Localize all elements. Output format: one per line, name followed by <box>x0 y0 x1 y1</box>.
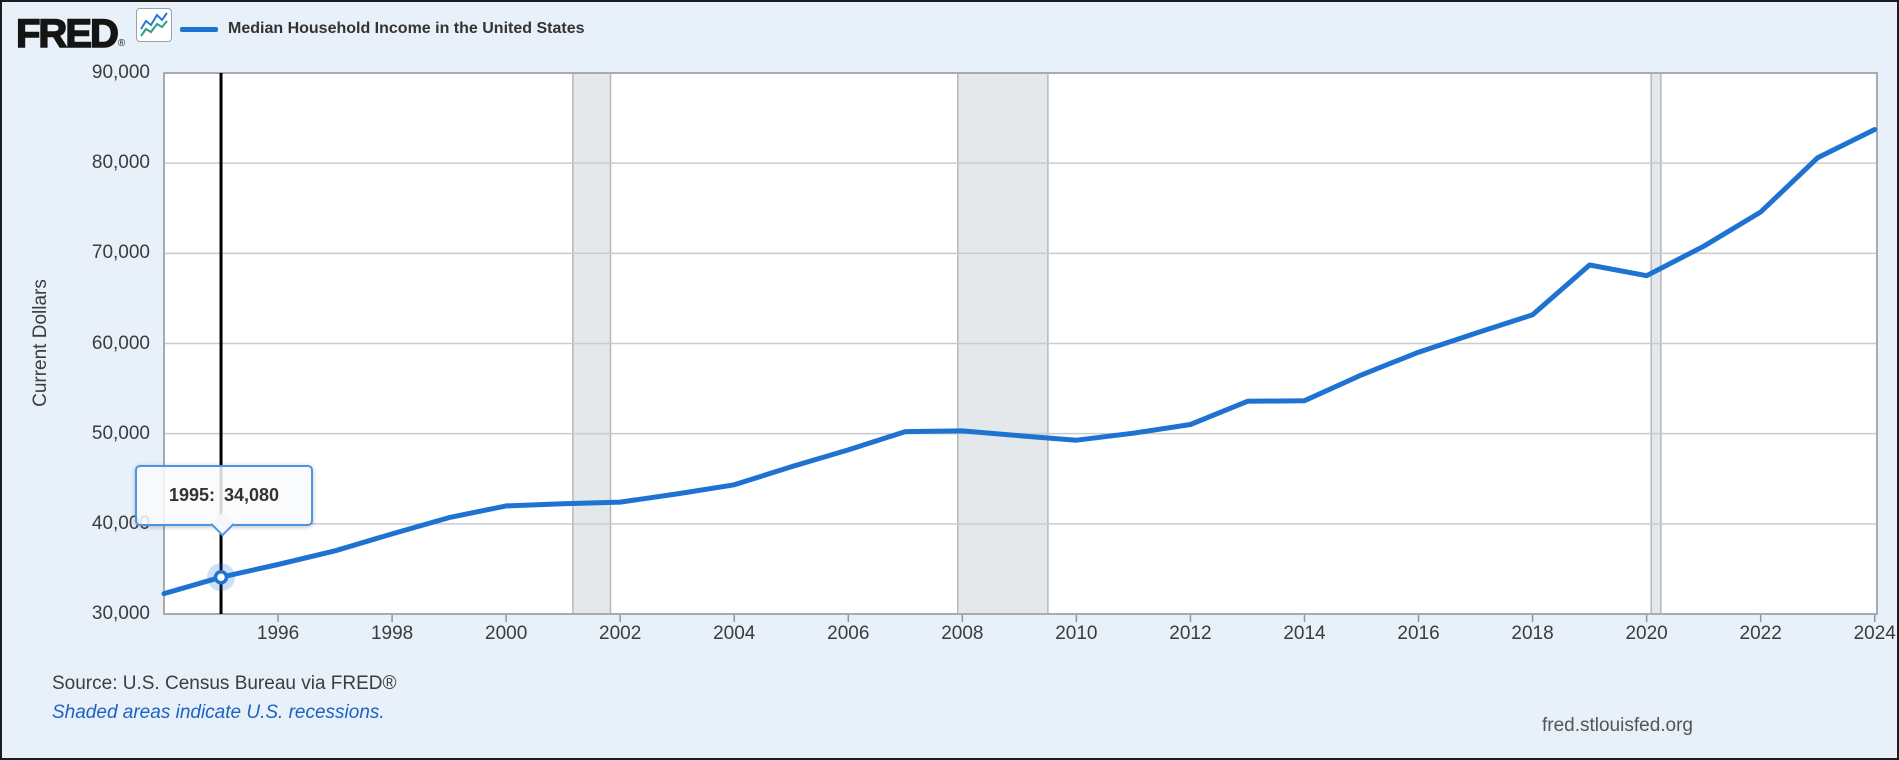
x-axis-tick-label: 2018 <box>1511 623 1554 644</box>
x-axis-tick-label: 2010 <box>1055 623 1098 644</box>
x-axis-tick-label: 1998 <box>370 623 414 644</box>
data-line <box>161 127 1878 597</box>
y-axis-tick-label: 60,000 <box>91 332 150 354</box>
tooltip-value: 34,080 <box>223 485 280 505</box>
recession-note-link[interactable]: Shaded areas indicate U.S. recessions. <box>52 702 385 723</box>
chart-legend: Median Household Income in the United St… <box>180 20 584 38</box>
fred-logo[interactable]: FRED® <box>15 8 172 57</box>
x-axis-tick-label: 2008 <box>941 623 984 644</box>
y-axis-tick-label: 40,000 <box>91 512 150 534</box>
chart-tooltip: 1995: 34,080 <box>135 465 313 537</box>
registered-trademark-icon: ® <box>117 38 126 49</box>
y-axis-tick-label: 70,000 <box>91 242 150 264</box>
legend-line-swatch <box>180 26 218 32</box>
y-axis-tick-label: 30,000 <box>91 603 150 624</box>
legend-series-label: Median Household Income in the United St… <box>228 20 585 37</box>
x-axis-tick-label: 2002 <box>599 623 642 644</box>
cursor-point-marker <box>213 569 229 585</box>
x-axis-tick-label: 2020 <box>1625 623 1668 644</box>
x-axis-tick-label: 2004 <box>713 623 756 644</box>
plot-border <box>163 72 1878 615</box>
x-axis-tick-label: 2024 <box>1853 623 1896 644</box>
y-axis-tick-label: 90,000 <box>91 62 150 83</box>
x-axis-tick-label: 2022 <box>1739 623 1782 644</box>
x-axis-tick-label: 1996 <box>256 623 300 644</box>
y-axis-tick-label: 80,000 <box>91 152 150 174</box>
fred-logo-text: FRED <box>15 11 119 57</box>
x-axis-tick-label: 2000 <box>485 623 528 644</box>
x-axis-tick-label: 2012 <box>1169 623 1212 644</box>
fred-sparkline-icon <box>135 8 172 42</box>
tooltip-year: 1995: <box>168 485 215 505</box>
y-axis-tick-label: 50,000 <box>91 422 150 444</box>
fred-site-link[interactable]: fred.stlouisfed.org <box>1541 715 1693 736</box>
x-axis-tick-label: 2014 <box>1283 623 1326 644</box>
x-axis-tick-label: 2016 <box>1397 623 1440 644</box>
x-axis-tick-label: 2006 <box>827 623 870 644</box>
source-text: Source: U.S. Census Bureau via FRED® <box>52 673 397 694</box>
